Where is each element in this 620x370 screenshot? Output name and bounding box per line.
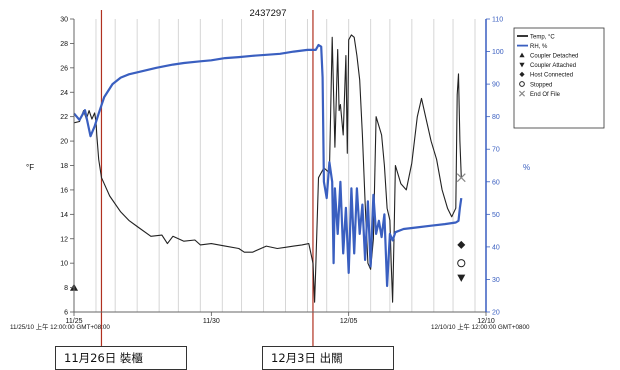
y-left-tick-label-2: 10 xyxy=(60,261,68,268)
legend-label-4: Host Connected xyxy=(530,73,573,79)
y-left-tick-label-8: 22 xyxy=(60,114,68,121)
legend-symbol-3 xyxy=(519,62,525,68)
y-right-tick-label-6: 80 xyxy=(492,114,500,121)
y-right-tick-label-0: 20 xyxy=(492,310,500,317)
callout-customs-label: 12月3日 出關 xyxy=(262,346,394,370)
y-axis-label-left: °F xyxy=(26,163,34,172)
legend-box: Temp, °C RH, % Coupler Detached Coupler Att… xyxy=(513,27,605,129)
y-right-tick-label-3: 50 xyxy=(492,212,500,219)
series-line-1 xyxy=(73,43,463,288)
y-right-tick-label-5: 70 xyxy=(492,147,500,154)
marker-x-1 xyxy=(456,173,466,183)
x-tick-label-1: 11/30 xyxy=(203,318,220,325)
legend-symbol-5 xyxy=(519,81,525,87)
y-right-tick-label-4: 60 xyxy=(492,179,500,186)
y-left-tick-label-5: 16 xyxy=(60,187,68,194)
legend-label-3: Coupler Attached xyxy=(530,63,576,69)
marker-diamond-2 xyxy=(457,240,466,249)
y-left-tick-label-6: 18 xyxy=(60,163,68,170)
legend-label-6: End Of File xyxy=(530,92,561,98)
vertical-gridlines xyxy=(95,19,476,312)
chart-title: 2437297 xyxy=(250,8,287,19)
y-left-tick-label-0: 6 xyxy=(64,310,68,317)
y-left-tick-label-11: 28 xyxy=(60,41,68,48)
y-right-tick-label-2: 40 xyxy=(492,244,500,251)
legend-label-2: Coupler Detached xyxy=(530,54,578,60)
y-left-tick-label-10: 26 xyxy=(60,65,68,72)
series-lines xyxy=(73,34,463,303)
y-left-tick-label-3: 12 xyxy=(60,236,68,243)
x-tick-label-3: 12/10 xyxy=(477,318,495,325)
y-left-tick-label-1: 8 xyxy=(64,285,68,292)
x-end-label: 12/10/10 上午 12:00:00 GMT+0800 xyxy=(431,322,530,331)
y-left-tick-label-7: 20 xyxy=(60,139,68,146)
y-right-tick-label-8: 100 xyxy=(492,49,504,56)
y-right-tick-label-9: 110 xyxy=(492,17,503,24)
series-line-0 xyxy=(73,34,462,303)
right-axis-ticks: 20 30 40 50 60 70 80 90 100 110 xyxy=(486,17,504,317)
y-left-tick-label-9: 24 xyxy=(60,90,68,97)
legend-symbol-6 xyxy=(518,90,526,97)
x-axis-ticks: 11/25 11/30 12/05 12/10 xyxy=(66,312,495,325)
left-axis-ticks: 6 8 10 12 14 16 18 20 22 24 26 28 30 xyxy=(60,17,74,317)
y-right-tick-label-7: 90 xyxy=(492,82,500,89)
legend-label-1: RH, % xyxy=(530,44,548,50)
marker-circle-3 xyxy=(457,259,466,268)
y-axis-label-right: % xyxy=(523,163,530,172)
y-left-tick-label-12: 30 xyxy=(60,17,68,24)
y-left-tick-label-4: 14 xyxy=(60,212,68,219)
x-tick-label-2: 12/05 xyxy=(340,318,358,325)
legend-symbol-2 xyxy=(519,52,525,58)
y-right-tick-label-1: 30 xyxy=(492,277,500,284)
x-tick-label-0: 11/25 xyxy=(66,318,83,325)
legend-label-5: Stopped xyxy=(530,82,552,88)
marker-triangle-down-4 xyxy=(457,274,466,282)
callout-packing-label: 11月26日 裝櫃 xyxy=(55,346,187,370)
x-start-label: 11/25/10 上午 12:00:00 GMT+08:00 xyxy=(10,322,110,331)
legend-label-0: Temp, °C xyxy=(530,34,555,40)
legend-symbol-4 xyxy=(519,71,525,77)
